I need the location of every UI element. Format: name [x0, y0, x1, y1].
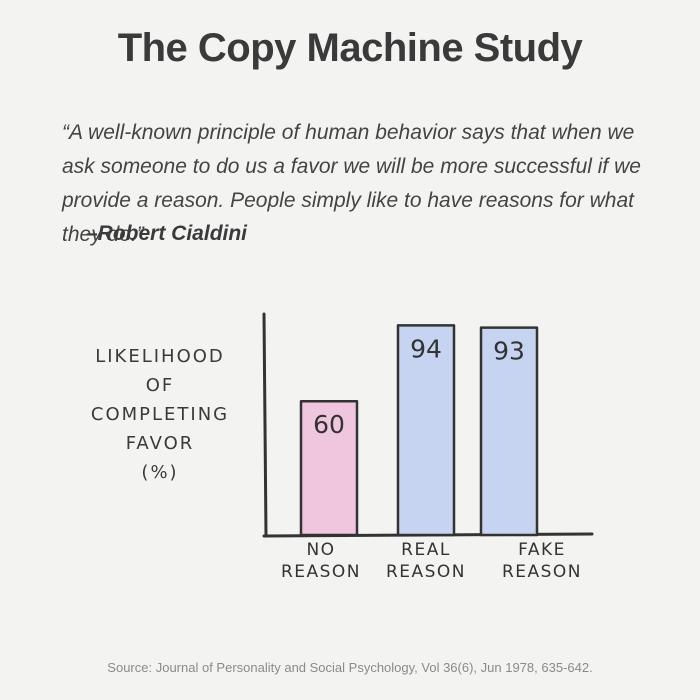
x-tick-label: REASON	[281, 562, 361, 582]
y-axis-label-line: FAVOR	[125, 433, 195, 454]
bar-no-reason	[299, 399, 359, 537]
y-axis-label: LIKELIHOOD OF COMPLETING FAVOR (%)	[70, 342, 250, 487]
page-title: The Copy Machine Study	[117, 26, 583, 70]
y-axis-line	[262, 312, 268, 538]
y-axis-label-line: OF	[145, 375, 175, 396]
y-axis-label-line: COMPLETING	[90, 404, 230, 425]
x-tick-label: REASON	[386, 562, 466, 582]
bar-fake-reason	[479, 326, 539, 537]
bar-value-label: 60	[313, 410, 345, 439]
source-citation: Source: Journal of Personality and Socia…	[107, 660, 593, 675]
x-tick-label: REASON	[502, 562, 582, 582]
bar-value-label: 94	[410, 334, 442, 363]
x-tick-label: NO	[306, 540, 335, 560]
y-axis-label-line: (%)	[141, 462, 179, 483]
bar-value-label: 93	[493, 337, 525, 366]
quote-text: “A well-known principle of human behavio…	[62, 121, 641, 246]
quote-author: –Robert Cialdini	[86, 222, 248, 245]
bar-real-reason	[396, 324, 456, 537]
x-tick-label: REAL	[401, 540, 451, 560]
y-axis-label-line: LIKELIHOOD	[95, 346, 225, 367]
x-tick-label: FAKE	[518, 540, 566, 560]
bars-group: 60 94 93	[299, 324, 539, 537]
